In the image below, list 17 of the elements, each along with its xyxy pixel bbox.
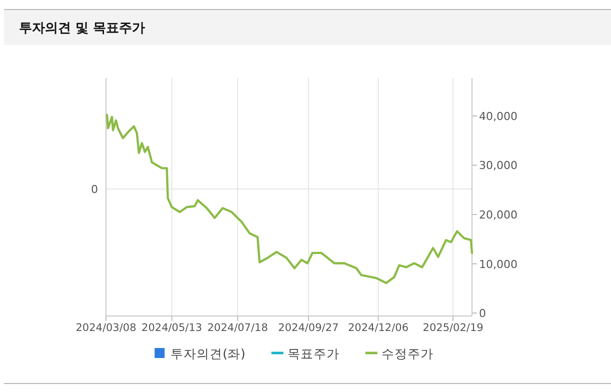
y2-tick-label: 0	[479, 307, 486, 320]
y2-tick-label: 10,000	[479, 258, 518, 271]
x-tick-label: 2024/12/06	[348, 322, 409, 334]
legend-label: 목표주가	[287, 346, 340, 361]
x-tick-label: 2025/02/19	[422, 322, 484, 334]
x-tick-label: 2024/03/08	[76, 322, 136, 334]
y2-tick-label: 20,000	[479, 208, 518, 222]
y2-tick-label: 40,000	[479, 110, 518, 123]
y2-tick-label: 30,000	[479, 159, 518, 172]
legend-label: 수정주가	[381, 346, 434, 361]
x-tick-label: 2024/09/27	[278, 322, 339, 334]
line-series	[106, 114, 474, 284]
x-tick-label: 2024/07/18	[207, 322, 268, 334]
chart-title: 투자의견 및 목표주가	[19, 21, 146, 36]
x-tick-label: 2024/05/13	[142, 322, 202, 334]
text: 0	[91, 183, 98, 196]
legend-label: 투자의견(좌)	[170, 346, 246, 361]
